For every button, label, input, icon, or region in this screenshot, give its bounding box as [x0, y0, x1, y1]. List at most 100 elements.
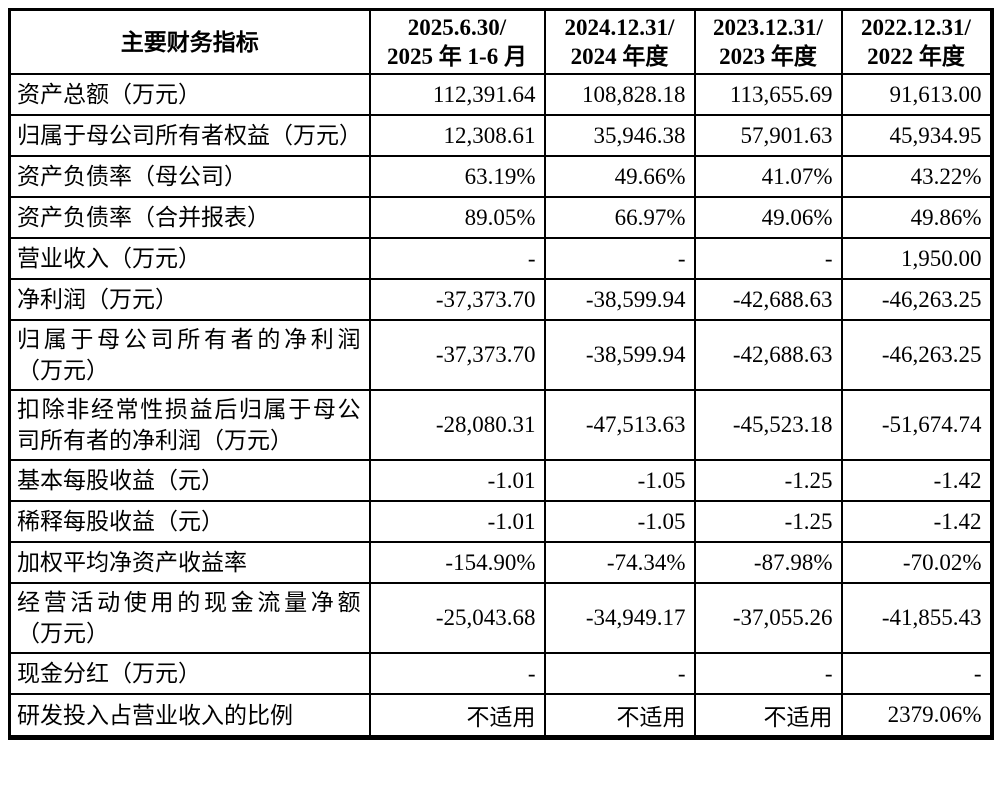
cell-value: -1.05	[543, 459, 696, 502]
header-period-2025: 2025.6.30/ 2025 年 1-6 月	[368, 8, 546, 75]
row-label: 基本每股收益（元）	[8, 459, 371, 502]
table-row: 研发投入占营业收入的比例 不适用 不适用 不适用 2379.06%	[8, 693, 993, 739]
cell-value: 108,828.18	[543, 73, 696, 116]
row-label: 扣除非经常性损益后归属于母公司所有者的净利润（万元）	[8, 389, 371, 461]
cell-value: -74.34%	[543, 541, 696, 584]
table-row: 现金分红（万元） - - - -	[8, 652, 993, 695]
table-row: 资产负债率（母公司） 63.19% 49.66% 41.07% 43.22%	[8, 155, 993, 198]
cell-value: 91,613.00	[840, 73, 993, 116]
header-period-line1: 2024.12.31/	[564, 15, 675, 40]
cell-value: -1.42	[840, 459, 993, 502]
cell-value: 不适用	[543, 693, 696, 739]
cell-value: 112,391.64	[368, 73, 546, 116]
row-label: 营业收入（万元）	[8, 237, 371, 280]
cell-value: -1.25	[693, 500, 843, 543]
header-period-2024: 2024.12.31/ 2024 年度	[543, 8, 696, 75]
table-row: 营业收入（万元） - - - 1,950.00	[8, 237, 993, 280]
financial-indicators-table: 主要财务指标 2025.6.30/ 2025 年 1-6 月 2024.12.3…	[8, 8, 994, 740]
cell-value: -25,043.68	[368, 582, 546, 654]
cell-value: -37,055.26	[693, 582, 843, 654]
table-row: 基本每股收益（元） -1.01 -1.05 -1.25 -1.42	[8, 459, 993, 502]
cell-value: -154.90%	[368, 541, 546, 584]
header-period-2023: 2023.12.31/ 2023 年度	[693, 8, 843, 75]
cell-value: -38,599.94	[543, 278, 696, 321]
cell-value: 63.19%	[368, 155, 546, 198]
cell-value: -1.25	[693, 459, 843, 502]
cell-value: -	[368, 237, 546, 280]
cell-value: -70.02%	[840, 541, 993, 584]
cell-value: -	[543, 237, 696, 280]
row-label: 加权平均净资产收益率	[8, 541, 371, 584]
cell-value: -37,373.70	[368, 319, 546, 391]
cell-value: -42,688.63	[693, 319, 843, 391]
cell-value: 45,934.95	[840, 114, 993, 157]
header-period-line1: 2023.12.31/	[713, 15, 823, 40]
cell-value: 41.07%	[693, 155, 843, 198]
header-period-line2: 2024 年度	[570, 44, 669, 69]
row-label: 净利润（万元）	[8, 278, 371, 321]
row-label: 经营活动使用的现金流量净额（万元）	[8, 582, 371, 654]
table-row: 稀释每股收益（元） -1.01 -1.05 -1.25 -1.42	[8, 500, 993, 543]
cell-value: -	[840, 652, 993, 695]
table-row: 资产负债率（合并报表） 89.05% 66.97% 49.06% 49.86%	[8, 196, 993, 239]
header-period-line1: 2022.12.31/	[861, 15, 971, 40]
cell-value: -28,080.31	[368, 389, 546, 461]
cell-value: 113,655.69	[693, 73, 843, 116]
cell-value: -	[693, 237, 843, 280]
table-row: 经营活动使用的现金流量净额（万元） -25,043.68 -34,949.17 …	[8, 582, 993, 654]
cell-value: 49.06%	[693, 196, 843, 239]
cell-value: -46,263.25	[840, 278, 993, 321]
cell-value: 66.97%	[543, 196, 696, 239]
cell-value: -1.05	[543, 500, 696, 543]
cell-value: -	[368, 652, 546, 695]
cell-value: 43.22%	[840, 155, 993, 198]
cell-value: -37,373.70	[368, 278, 546, 321]
cell-value: -1.01	[368, 500, 546, 543]
cell-value: 不适用	[368, 693, 546, 739]
row-label: 现金分红（万元）	[8, 652, 371, 695]
cell-value: -87.98%	[693, 541, 843, 584]
cell-value: 2379.06%	[840, 693, 993, 739]
cell-value: 35,946.38	[543, 114, 696, 157]
table-row: 扣除非经常性损益后归属于母公司所有者的净利润（万元） -28,080.31 -4…	[8, 389, 993, 461]
table-row: 加权平均净资产收益率 -154.90% -74.34% -87.98% -70.…	[8, 541, 993, 584]
cell-value: -42,688.63	[693, 278, 843, 321]
header-row: 主要财务指标 2025.6.30/ 2025 年 1-6 月 2024.12.3…	[8, 8, 993, 75]
cell-value: 12,308.61	[368, 114, 546, 157]
cell-value: -46,263.25	[840, 319, 993, 391]
cell-value: -	[543, 652, 696, 695]
cell-value: 49.66%	[543, 155, 696, 198]
cell-value: -1.42	[840, 500, 993, 543]
cell-value: -	[693, 652, 843, 695]
cell-value: -38,599.94	[543, 319, 696, 391]
cell-value: -51,674.74	[840, 389, 993, 461]
header-period-line1: 2025.6.30/	[407, 15, 507, 40]
cell-value: -34,949.17	[543, 582, 696, 654]
table-row: 净利润（万元） -37,373.70 -38,599.94 -42,688.63…	[8, 278, 993, 321]
cell-value: -41,855.43	[840, 582, 993, 654]
header-period-line2: 2025 年 1-6 月	[387, 44, 527, 69]
row-label: 资产总额（万元）	[8, 73, 371, 116]
header-period-2022: 2022.12.31/ 2022 年度	[840, 8, 993, 75]
cell-value: -1.01	[368, 459, 546, 502]
row-label: 归属于母公司所有者权益（万元）	[8, 114, 371, 157]
table-row: 归属于母公司所有者权益（万元） 12,308.61 35,946.38 57,9…	[8, 114, 993, 157]
cell-value: 49.86%	[840, 196, 993, 239]
table-body: 资产总额（万元） 112,391.64 108,828.18 113,655.6…	[8, 73, 993, 739]
row-label: 稀释每股收益（元）	[8, 500, 371, 543]
row-label: 归属于母公司所有者的净利润（万元）	[8, 319, 371, 391]
cell-value: 89.05%	[368, 196, 546, 239]
header-period-line2: 2023 年度	[719, 44, 817, 69]
row-label: 资产负债率（母公司）	[8, 155, 371, 198]
cell-value: -47,513.63	[543, 389, 696, 461]
header-period-line2: 2022 年度	[867, 44, 965, 69]
header-indicator: 主要财务指标	[8, 8, 371, 75]
cell-value: -45,523.18	[693, 389, 843, 461]
table-row: 资产总额（万元） 112,391.64 108,828.18 113,655.6…	[8, 73, 993, 116]
table-row: 归属于母公司所有者的净利润（万元） -37,373.70 -38,599.94 …	[8, 319, 993, 391]
cell-value: 1,950.00	[840, 237, 993, 280]
cell-value: 57,901.63	[693, 114, 843, 157]
row-label: 研发投入占营业收入的比例	[8, 693, 371, 739]
cell-value: 不适用	[693, 693, 843, 739]
